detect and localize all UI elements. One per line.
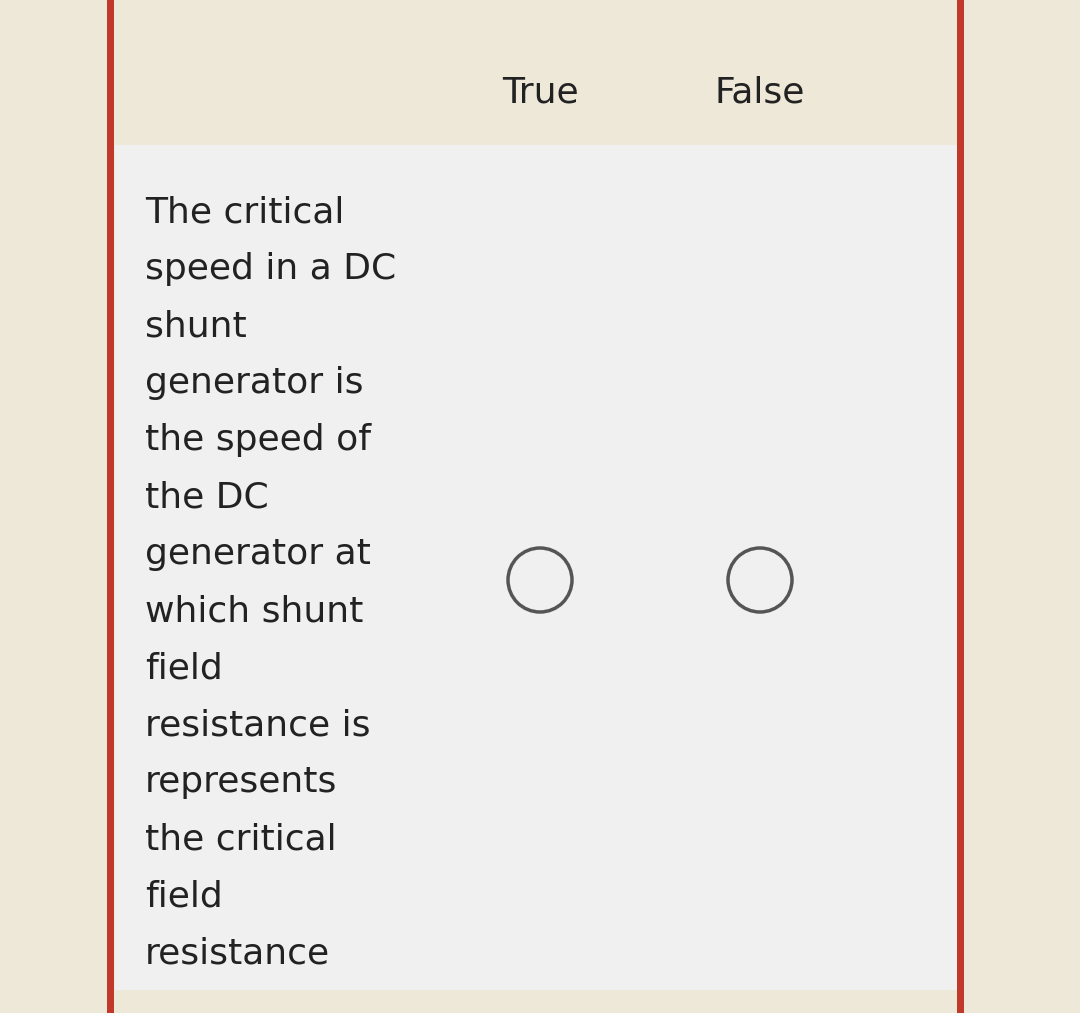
Text: generator at: generator at [145,537,370,571]
Text: resistance is: resistance is [145,708,370,742]
Text: field: field [145,651,222,685]
Text: resistance: resistance [145,936,330,970]
Text: speed in a DC: speed in a DC [145,252,396,286]
Text: The critical: The critical [145,194,345,229]
Text: represents: represents [145,765,337,799]
Text: True: True [502,75,578,109]
Text: shunt: shunt [145,309,246,343]
Text: the speed of: the speed of [145,423,372,457]
Text: field: field [145,879,222,913]
Bar [107,0,113,1013]
Text: which shunt: which shunt [145,594,363,628]
Bar [957,0,963,1013]
Text: the critical: the critical [145,822,337,856]
Bar [114,145,960,990]
Text: generator is: generator is [145,366,364,400]
Text: the DC: the DC [145,480,269,514]
Text: False: False [715,75,806,109]
